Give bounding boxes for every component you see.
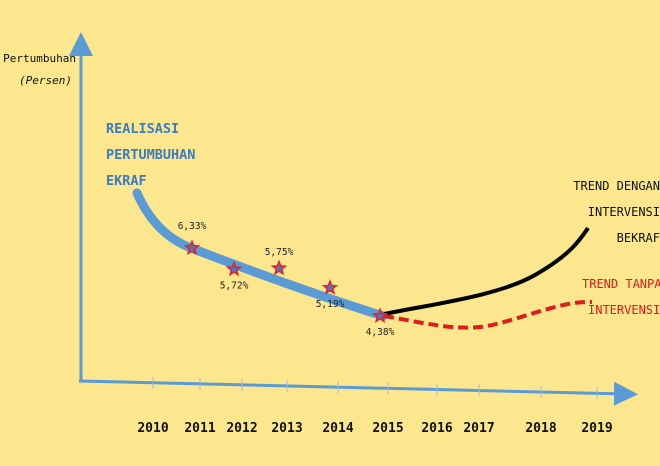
trend-without-label-2: INTERVENSI: [588, 303, 660, 317]
y-axis-unit: (Persen): [19, 74, 72, 87]
x-tick-2013: 2013: [271, 421, 302, 436]
trend-with-intervention-line: [383, 226, 590, 316]
trend-with-label-2: INTERVENSI: [588, 205, 660, 219]
x-tick-2014: 2014: [322, 421, 353, 436]
point-label-2013: 5,75%: [265, 247, 294, 258]
trend-with-label-1: TREND DENGAN: [573, 179, 660, 193]
point-marker-2014: [321, 279, 339, 295]
trend-without-intervention-line: [383, 299, 593, 330]
realisasi-label-1: REALISASI: [106, 121, 179, 137]
y-axis-label: Pertumbuhan: [3, 52, 76, 65]
x-gridlines: [152, 376, 598, 400]
realisasi-label-2: PERTUMBUHAN: [106, 147, 195, 163]
x-tick-2011: 2011: [184, 421, 215, 436]
x-tick-labels: 2010 2011 2012 2013 2014 2015 2016 2017 2018 2019: [137, 421, 612, 436]
point-marker-2015: [371, 307, 389, 324]
point-label-2011: 6,33%: [178, 221, 207, 232]
trend-without-label-1: TREND TANPA: [582, 277, 660, 291]
x-tick-2019: 2019: [581, 421, 612, 436]
data-points: 6,33% 5,72% 5,75% 5,19% 4,38%: [178, 221, 395, 338]
realisasi-label-3: EKRAF: [106, 173, 147, 189]
point-label-2014: 5,19%: [316, 299, 345, 310]
trend-with-label-3: BEKRAF: [617, 231, 660, 245]
x-tick-2018: 2018: [525, 421, 556, 436]
realisasi-curve: [132, 188, 388, 321]
x-tick-2016: 2016: [421, 421, 452, 436]
point-marker-2011: [183, 239, 201, 256]
x-tick-2012: 2012: [226, 421, 257, 436]
x-tick-2017: 2017: [463, 421, 494, 436]
point-marker-2012: [225, 260, 243, 277]
y-axis-unit-text: (Persen): [19, 74, 72, 87]
point-label-2015: 4,38%: [366, 327, 395, 338]
x-axis: [78, 379, 638, 406]
point-marker-2013: [270, 259, 288, 276]
x-tick-2015: 2015: [372, 421, 403, 436]
point-label-2012: 5,72%: [220, 280, 249, 291]
x-tick-2010: 2010: [137, 421, 168, 436]
